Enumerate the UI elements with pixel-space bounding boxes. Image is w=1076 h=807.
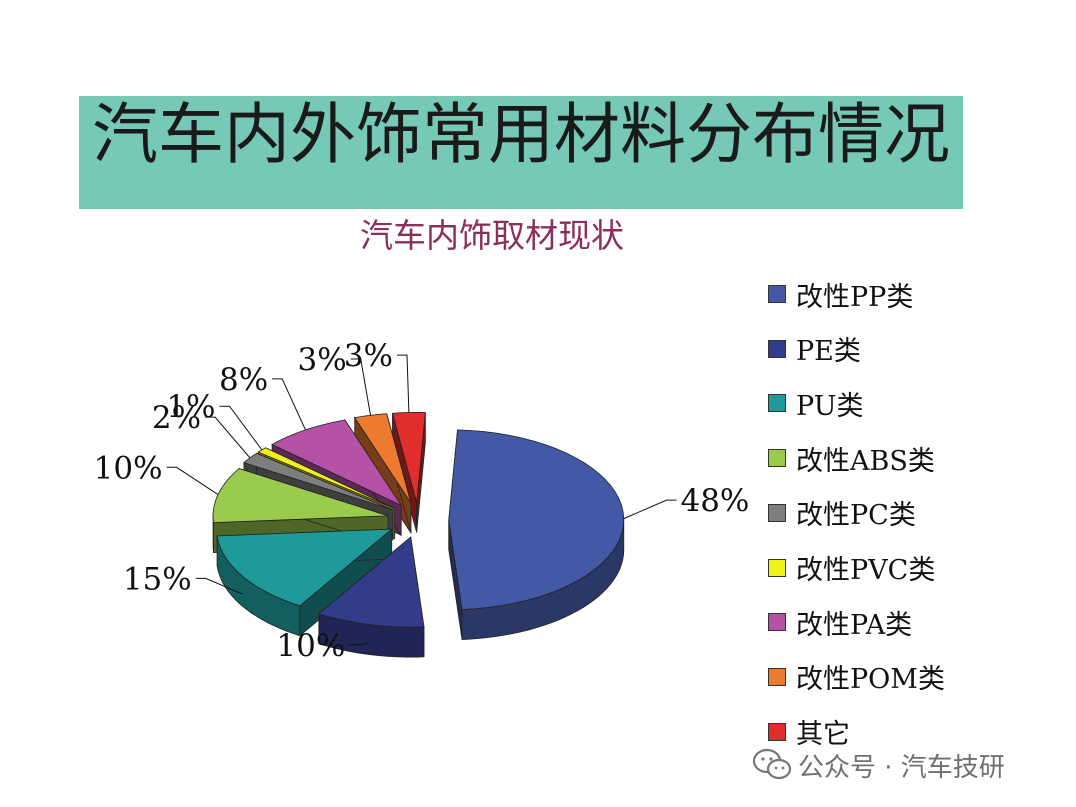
watermark: 公众号 · 汽车技研 — [752, 745, 1005, 785]
legend-label: 改性PVC类 — [796, 555, 936, 586]
data-label: 10% — [94, 450, 163, 486]
legend-swatch — [768, 667, 786, 686]
legend-swatch — [768, 558, 786, 577]
pie-slice-top — [216, 528, 393, 607]
legend-label: 改性PC类 — [796, 500, 916, 532]
data-label: 48% — [680, 483, 749, 519]
leader-line — [205, 416, 251, 459]
data-label: 3% — [344, 338, 393, 374]
legend-label: 其它 — [796, 719, 850, 751]
leader-line — [349, 642, 370, 646]
legend-item: 改性PVC类 — [768, 550, 935, 586]
title-band — [79, 96, 963, 209]
legend-swatch — [768, 449, 786, 468]
legend-item: 改性POM类 — [768, 659, 945, 695]
legend-label: 改性PA类 — [796, 609, 913, 641]
leader-line — [272, 378, 306, 431]
legend-label: PU类 — [796, 390, 864, 422]
pie-slice-top — [318, 536, 425, 628]
legend-item: PU类 — [768, 385, 864, 422]
data-label: 15% — [123, 561, 192, 597]
data-label: 2% — [152, 400, 201, 436]
wechat-icon — [752, 748, 792, 780]
legend-item: 改性ABS类 — [768, 440, 935, 477]
data-label: 3% — [297, 342, 346, 378]
legend-label: 改性ABS类 — [796, 445, 935, 477]
data-label: 10% — [276, 628, 345, 664]
legend-label: 改性PP类 — [796, 281, 914, 313]
legend-item: 改性PP类 — [768, 276, 914, 313]
legend-item: 改性PC类 — [768, 495, 916, 531]
legend-item: 其它 — [768, 714, 850, 750]
pie-slice — [448, 429, 625, 640]
legend-swatch — [768, 503, 786, 522]
leader-line — [219, 405, 263, 451]
leader-line — [166, 466, 219, 495]
pie-slice-top — [271, 419, 403, 507]
leader-line — [397, 354, 410, 413]
legend-label: PE类 — [796, 336, 861, 368]
legend-swatch — [768, 722, 786, 741]
legend-swatch — [768, 394, 786, 413]
watermark-text: 公众号 · 汽车技研 — [798, 752, 1005, 783]
data-label: 8% — [219, 362, 268, 398]
page-title: 汽车内外饰常用材料分布情况 — [92, 96, 950, 173]
leader-line — [350, 358, 372, 416]
legend-swatch — [768, 613, 786, 632]
leader-line — [623, 499, 677, 520]
legend-item: PE类 — [768, 331, 861, 367]
data-label: 1% — [166, 389, 215, 425]
legend-swatch — [768, 339, 786, 358]
pie-slice — [318, 536, 425, 658]
leader-line — [195, 577, 243, 595]
legend-item: 改性PA类 — [768, 604, 913, 641]
legend-label: 改性POM类 — [796, 664, 945, 696]
legend-swatch — [768, 285, 786, 303]
pie-slice — [216, 528, 393, 637]
chart-title: 汽车内饰取材现状 — [360, 216, 624, 255]
